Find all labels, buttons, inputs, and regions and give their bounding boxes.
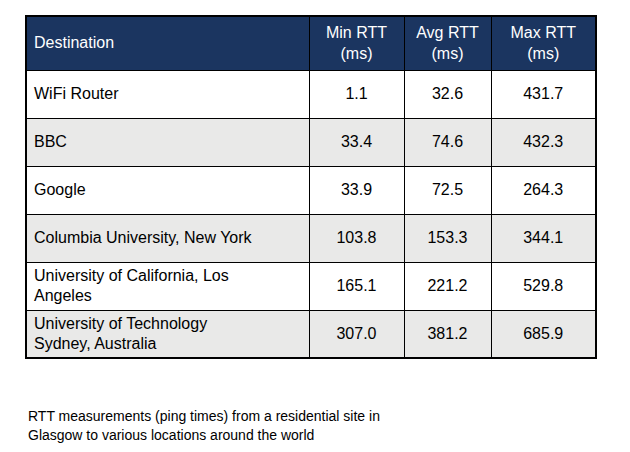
max-rtt-cell: 431.7: [491, 70, 596, 118]
avg-rtt-cell: 74.6: [404, 118, 491, 166]
destination-cell: WiFi Router: [26, 70, 309, 118]
header-cell-max-rtt: Max RTT (ms): [491, 16, 596, 70]
rtt-table: Destination Min RTT (ms) Avg RTT (ms) Ma…: [25, 15, 597, 359]
table-caption: RTT measurements (ping times) from a res…: [28, 407, 416, 445]
max-rtt-cell: 529.8: [491, 262, 596, 310]
destination-cell: University of California, Los Angeles: [26, 262, 309, 310]
destination-cell: University of Technology Sydney, Austral…: [26, 310, 309, 358]
destination-cell: BBC: [26, 118, 309, 166]
table-row: WiFi Router 1.1 32.6 431.7: [26, 70, 596, 118]
header-max-rtt-title: Max RTT: [511, 24, 576, 41]
min-rtt-cell: 1.1: [309, 70, 404, 118]
avg-rtt-cell: 72.5: [404, 166, 491, 214]
max-rtt-cell: 432.3: [491, 118, 596, 166]
table-row: BBC 33.4 74.6 432.3: [26, 118, 596, 166]
header-cell-destination: Destination: [26, 16, 309, 70]
header-avg-rtt-title: Avg RTT: [416, 24, 479, 41]
header-row: Destination Min RTT (ms) Avg RTT (ms) Ma…: [26, 16, 596, 70]
destination-cell: Google: [26, 166, 309, 214]
min-rtt-cell: 165.1: [309, 262, 404, 310]
header-min-rtt-title: Min RTT: [326, 24, 387, 41]
avg-rtt-cell: 221.2: [404, 262, 491, 310]
header-min-rtt-unit: (ms): [341, 45, 373, 62]
min-rtt-cell: 33.9: [309, 166, 404, 214]
header-cell-min-rtt: Min RTT (ms): [309, 16, 404, 70]
max-rtt-cell: 264.3: [491, 166, 596, 214]
table-row: University of California, Los Angeles 16…: [26, 262, 596, 310]
table-row: Google 33.9 72.5 264.3: [26, 166, 596, 214]
min-rtt-cell: 33.4: [309, 118, 404, 166]
destination-cell: Columbia University, New York: [26, 214, 309, 262]
header-avg-rtt-unit: (ms): [432, 45, 464, 62]
header-max-rtt-unit: (ms): [527, 45, 559, 62]
avg-rtt-cell: 381.2: [404, 310, 491, 358]
avg-rtt-cell: 153.3: [404, 214, 491, 262]
table-row: University of Technology Sydney, Austral…: [26, 310, 596, 358]
avg-rtt-cell: 32.6: [404, 70, 491, 118]
max-rtt-cell: 685.9: [491, 310, 596, 358]
table-row: Columbia University, New York 103.8 153.…: [26, 214, 596, 262]
header-cell-avg-rtt: Avg RTT (ms): [404, 16, 491, 70]
min-rtt-cell: 307.0: [309, 310, 404, 358]
min-rtt-cell: 103.8: [309, 214, 404, 262]
max-rtt-cell: 344.1: [491, 214, 596, 262]
